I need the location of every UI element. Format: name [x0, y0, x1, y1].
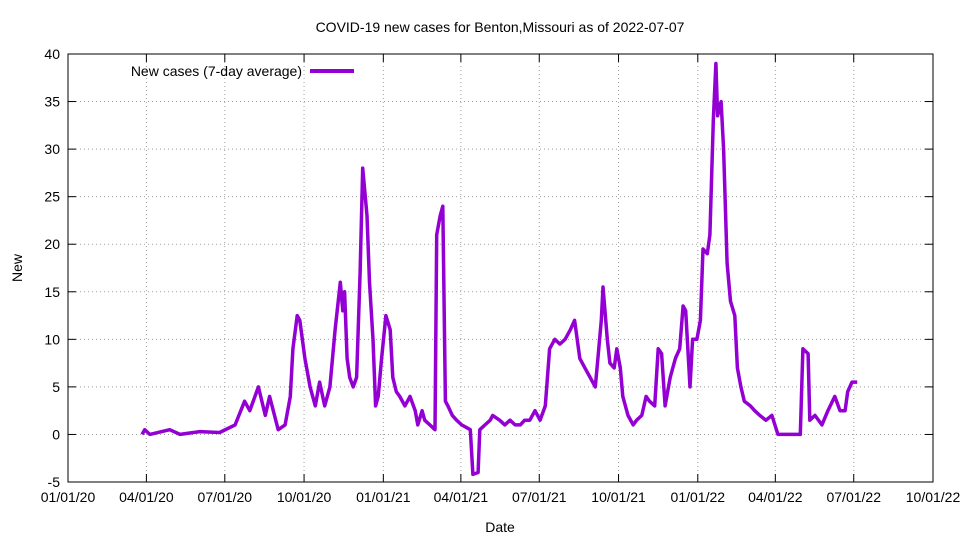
plot-frame — [67, 53, 934, 483]
x-tick-label: 04/01/21 — [434, 489, 489, 505]
series-line — [140, 61, 858, 477]
x-tick-label: 10/01/20 — [277, 489, 332, 505]
y-tick-label: 0 — [52, 426, 60, 442]
x-tick-label: 04/01/20 — [119, 489, 174, 505]
x-tick-label: 07/01/22 — [826, 489, 881, 505]
x-tick-label: 07/01/20 — [198, 489, 253, 505]
x-axis-label: Date — [485, 519, 515, 535]
x-tick-label: 04/01/22 — [748, 489, 803, 505]
y-tick-label: 40 — [44, 46, 60, 62]
x-tick-label: 01/01/21 — [356, 489, 411, 505]
x-tick-label: 10/01/21 — [591, 489, 646, 505]
y-tick-label: 10 — [44, 331, 60, 347]
x-tick-label: 01/01/22 — [671, 489, 726, 505]
y-tick-label: 35 — [44, 94, 60, 110]
y-tick-label: -5 — [48, 474, 61, 490]
y-tick-label: 30 — [44, 141, 60, 157]
legend-label: New cases (7-day average) — [131, 63, 302, 79]
y-tick-label: 5 — [52, 379, 60, 395]
y-axis-label: New — [9, 253, 25, 282]
y-tick-label: 20 — [44, 236, 60, 252]
y-tick-label: 15 — [44, 284, 60, 300]
chart-title: COVID-19 new cases for Benton,Missouri a… — [316, 19, 685, 35]
x-tick-label: 10/01/22 — [906, 489, 960, 505]
y-tick-label: 25 — [44, 189, 60, 205]
x-tick-label: 07/01/21 — [512, 489, 567, 505]
x-tick-label: 01/01/20 — [41, 489, 96, 505]
